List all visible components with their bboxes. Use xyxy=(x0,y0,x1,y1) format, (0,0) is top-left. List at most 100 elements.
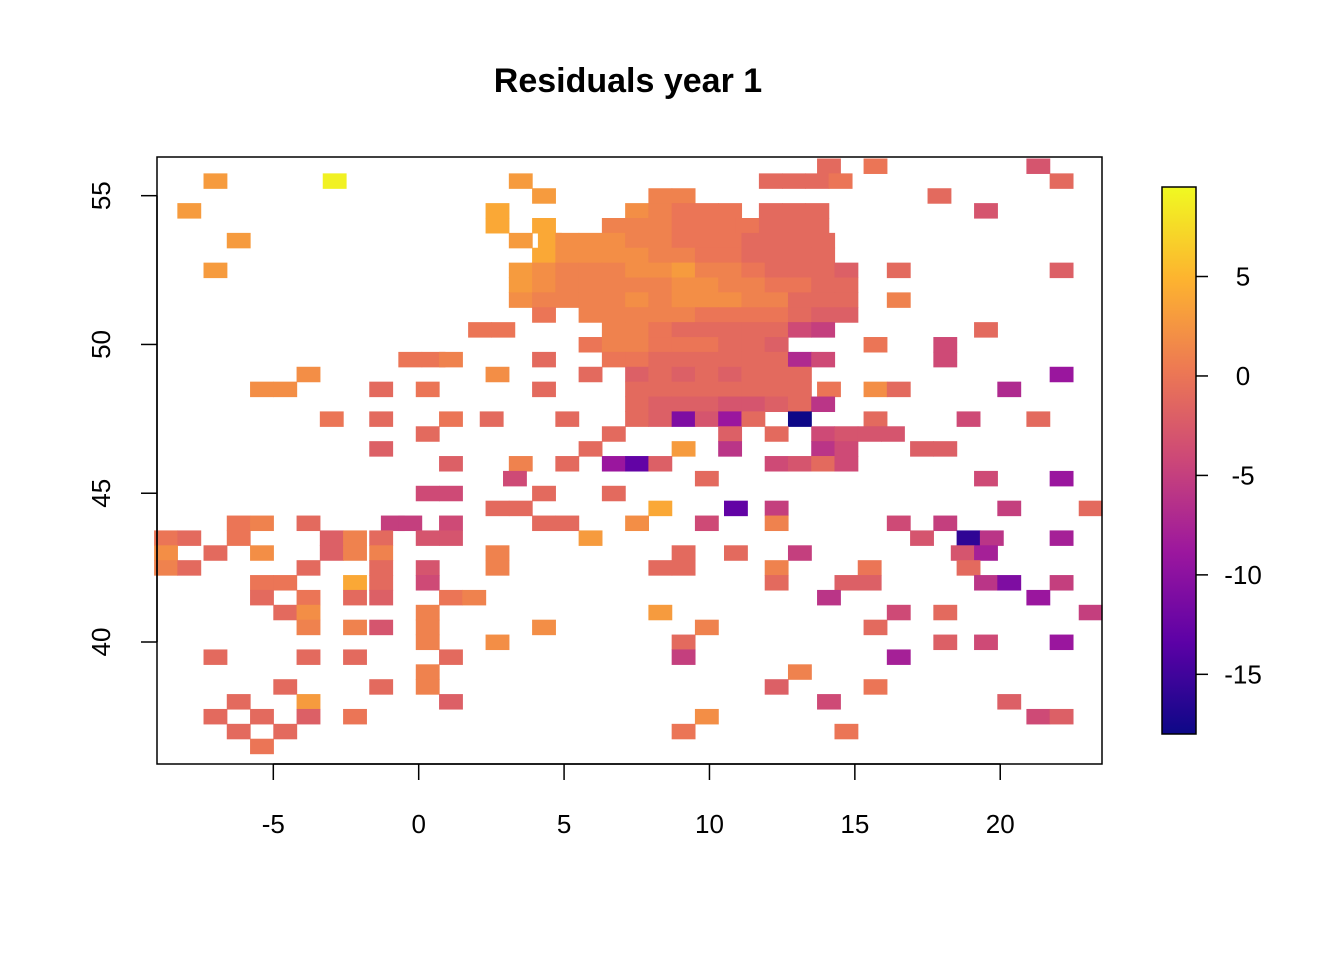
heatmap-cell xyxy=(601,292,626,308)
heatmap-cell xyxy=(415,381,440,398)
heatmap-cell xyxy=(782,203,807,219)
heatmap-cell xyxy=(491,322,516,338)
heatmap-cell xyxy=(834,426,859,442)
heatmap-cell xyxy=(764,232,789,249)
heatmap-cell xyxy=(694,515,719,532)
y-tick-label: 50 xyxy=(86,330,116,359)
heatmap-cell xyxy=(764,396,789,413)
heatmap-cell xyxy=(979,530,1004,546)
x-tick-label: 5 xyxy=(557,809,571,839)
heatmap-cell xyxy=(601,426,626,442)
colorbar-tick-label: 0 xyxy=(1236,361,1250,391)
heatmap-cell xyxy=(834,575,859,591)
heatmap-cell xyxy=(1049,634,1074,651)
heatmap-cell xyxy=(485,634,510,651)
heatmap-cell xyxy=(250,381,274,398)
heatmap-cell xyxy=(671,649,696,665)
heatmap-cell xyxy=(933,634,958,651)
heatmap-cell xyxy=(741,292,766,308)
heatmap-cell xyxy=(787,262,812,279)
heatmap-cell xyxy=(694,262,719,279)
heatmap-cell xyxy=(648,411,673,427)
heatmap-cell xyxy=(203,708,228,725)
heatmap-cell xyxy=(578,530,603,546)
heatmap-cell xyxy=(601,485,626,502)
heatmap-cell xyxy=(479,411,504,427)
heatmap-cell xyxy=(296,694,321,710)
heatmap-cell xyxy=(648,337,673,353)
heatmap-cell xyxy=(787,277,812,293)
heatmap-cell xyxy=(485,366,510,383)
heatmap-cell xyxy=(764,292,789,308)
heatmap-cell xyxy=(718,307,743,323)
heatmap-cell xyxy=(811,277,836,293)
heatmap-cell xyxy=(415,604,440,621)
heatmap-cell xyxy=(718,441,743,457)
chart-title: Residuals year 1 xyxy=(494,62,762,100)
heatmap-cell xyxy=(648,322,673,338)
heatmap-cell xyxy=(834,277,859,293)
heatmap-cell xyxy=(694,203,719,219)
heatmap-cell xyxy=(648,351,673,368)
heatmap-cell xyxy=(532,485,556,502)
heatmap-cell xyxy=(764,351,789,368)
heatmap-cell xyxy=(369,381,394,398)
heatmap-cell xyxy=(555,411,580,427)
heatmap-cell xyxy=(625,381,649,398)
heatmap-cell xyxy=(787,664,812,680)
heatmap-cell xyxy=(601,232,626,249)
heatmap-cell xyxy=(997,694,1022,710)
heatmap-cell xyxy=(764,381,789,398)
heatmap-cell xyxy=(625,322,649,338)
heatmap-cell xyxy=(718,426,743,442)
colorbar-tick-label: 5 xyxy=(1236,262,1250,292)
heatmap-cell xyxy=(398,515,423,532)
heatmap-cell xyxy=(648,500,673,517)
heatmap-cell xyxy=(933,351,958,368)
heatmap-cell xyxy=(694,351,719,368)
heatmap-cell xyxy=(741,262,766,279)
heatmap-cell xyxy=(415,619,440,636)
heatmap-cell xyxy=(319,545,344,561)
heatmap-cell xyxy=(974,203,998,219)
heatmap-cell xyxy=(805,218,830,234)
heatmap-cell xyxy=(694,322,719,338)
heatmap-cell xyxy=(886,262,911,279)
heatmap-cell xyxy=(671,351,696,368)
heatmap-cell xyxy=(811,396,836,413)
heatmap-cell xyxy=(694,277,719,293)
heatmap-cell xyxy=(834,307,859,323)
heatmap-cell xyxy=(974,634,998,651)
heatmap-cell xyxy=(578,307,603,323)
heatmap-cell xyxy=(694,337,719,353)
heatmap-cell xyxy=(503,470,527,487)
heatmap-cell xyxy=(863,337,888,353)
heatmap-cell xyxy=(369,575,394,591)
heatmap-cell xyxy=(741,411,766,427)
heatmap-cell xyxy=(648,366,673,383)
heatmap-cell xyxy=(863,679,888,695)
heatmap-cell xyxy=(439,649,463,665)
heatmap-cell xyxy=(1049,530,1074,546)
heatmap-cell xyxy=(532,247,556,264)
heatmap-cell xyxy=(718,232,743,249)
heatmap-cell xyxy=(177,203,202,219)
heatmap-cell xyxy=(910,441,934,457)
heatmap-cell xyxy=(1049,262,1074,279)
heatmap-cell xyxy=(787,381,812,398)
heatmap-cell xyxy=(273,381,298,398)
heatmap-cell xyxy=(857,426,882,442)
heatmap-cell xyxy=(648,188,673,204)
heatmap-cell xyxy=(1078,500,1103,517)
heatmap-cell xyxy=(694,470,719,487)
heatmap-cell xyxy=(863,158,888,174)
heatmap-cell xyxy=(648,262,673,279)
heatmap-cell xyxy=(834,262,859,279)
heatmap-cell xyxy=(811,307,836,323)
heatmap-cell xyxy=(834,292,859,308)
heatmap-cell xyxy=(625,337,649,353)
heatmap-cell xyxy=(974,322,998,338)
heatmap-cell xyxy=(601,218,626,234)
heatmap-cell xyxy=(910,530,934,546)
